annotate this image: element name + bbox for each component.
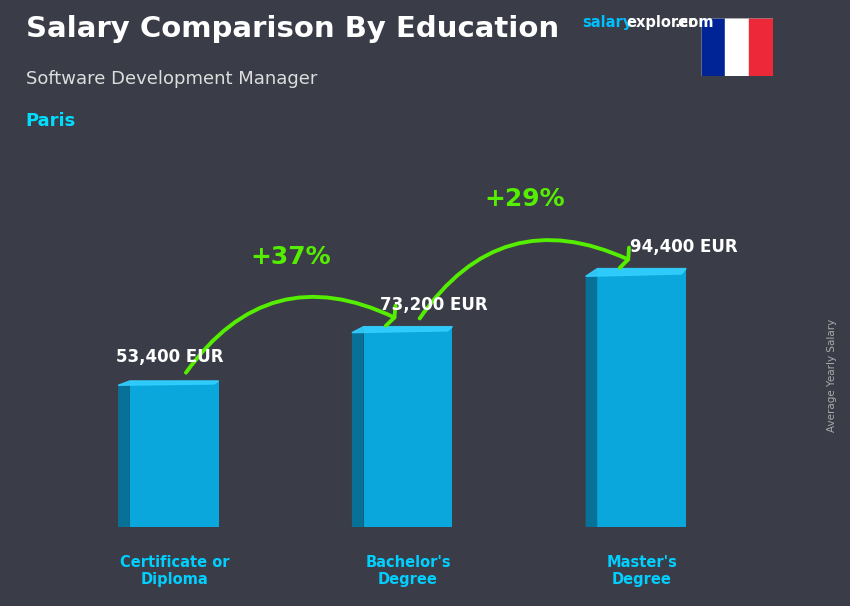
Polygon shape <box>118 381 130 527</box>
Text: +37%: +37% <box>251 245 332 269</box>
Text: Master's
Degree: Master's Degree <box>606 554 677 587</box>
Text: salary: salary <box>582 15 632 30</box>
Bar <box>725 18 750 76</box>
Text: +29%: +29% <box>484 187 565 211</box>
Text: explorer: explorer <box>626 15 696 30</box>
Polygon shape <box>586 268 598 527</box>
Bar <box>598 268 686 527</box>
Text: .com: .com <box>674 15 713 30</box>
Text: Salary Comparison By Education: Salary Comparison By Education <box>26 15 558 43</box>
Polygon shape <box>586 268 686 276</box>
Bar <box>750 18 774 76</box>
Polygon shape <box>352 327 452 333</box>
Text: Paris: Paris <box>26 112 76 130</box>
Text: Average Yearly Salary: Average Yearly Salary <box>827 319 837 432</box>
Bar <box>130 381 218 527</box>
Text: Certificate or
Diploma: Certificate or Diploma <box>120 554 229 587</box>
Bar <box>364 327 452 527</box>
Bar <box>701 18 725 76</box>
Text: Software Development Manager: Software Development Manager <box>26 70 317 88</box>
Text: 53,400 EUR: 53,400 EUR <box>116 348 224 366</box>
Text: 73,200 EUR: 73,200 EUR <box>380 296 488 315</box>
Text: 94,400 EUR: 94,400 EUR <box>630 238 738 256</box>
Polygon shape <box>118 381 218 385</box>
Text: Bachelor's
Degree: Bachelor's Degree <box>366 554 450 587</box>
Polygon shape <box>352 327 364 527</box>
